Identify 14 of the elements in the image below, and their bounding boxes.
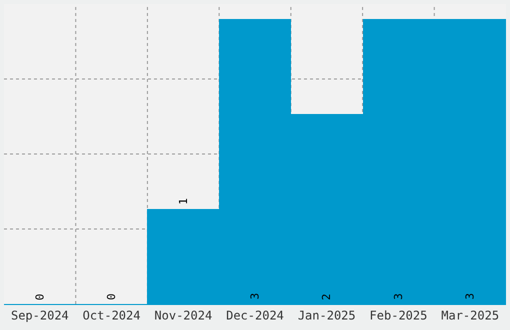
x-tick-label: Feb-2025 — [370, 308, 428, 322]
x-tick-label: Oct-2024 — [82, 308, 140, 322]
data-label: 0 — [105, 293, 118, 300]
x-tick-label: Dec-2024 — [226, 308, 284, 322]
data-label: 3 — [392, 293, 405, 300]
data-label: 0 — [33, 294, 46, 300]
x-tick-label: Sep-2024 — [10, 308, 69, 322]
data-label: 3 — [464, 293, 477, 300]
x-tick-label: Nov-2024 — [154, 308, 212, 322]
x-tick-label: Jan-2025 — [298, 308, 356, 322]
data-label: 1 — [176, 198, 190, 205]
x-tick-label: Mar-2025 — [441, 308, 500, 322]
data-label: 2 — [320, 294, 334, 300]
data-label: 3 — [248, 292, 262, 300]
